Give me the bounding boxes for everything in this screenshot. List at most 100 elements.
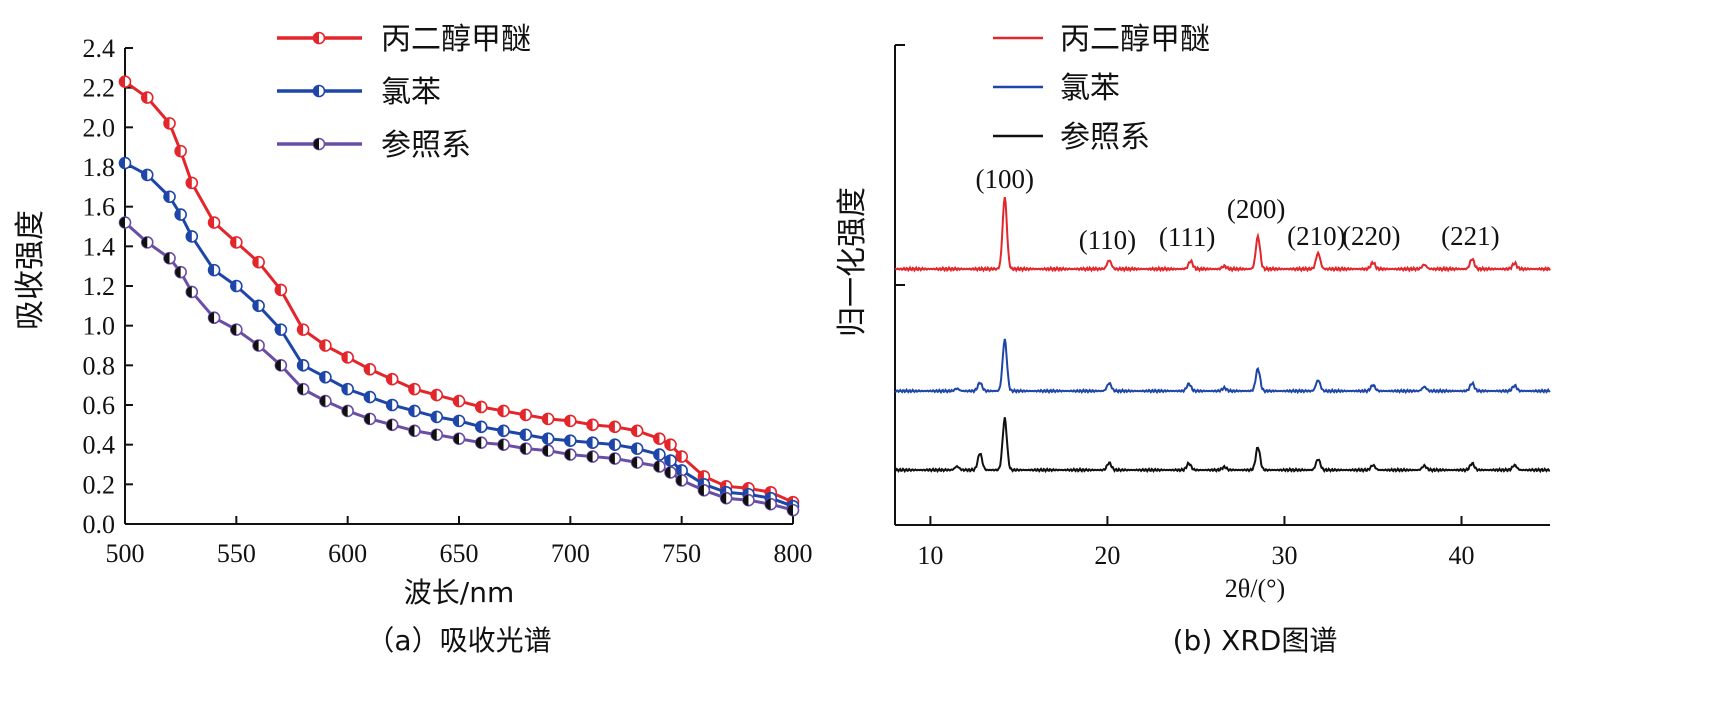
absorption-data-point-fill <box>230 236 237 248</box>
absorption-data-point-fill <box>275 324 281 336</box>
xrd-caption: (b) XRD图谱 <box>1173 624 1338 657</box>
xrd-peak-label: (221) <box>1441 221 1499 251</box>
xrd-peak-label: (111) <box>1159 222 1215 252</box>
xrd-peak-label: (110) <box>1079 225 1136 255</box>
absorption-y-tick-label: 0.0 <box>83 510 116 539</box>
absorption-data-point-fill <box>164 191 170 203</box>
absorption-y-tick-label: 1.8 <box>83 153 116 182</box>
absorption-y-tick-label: 0.8 <box>83 351 116 380</box>
absorption-data-point-fill <box>230 324 237 336</box>
absorption-data-point-fill <box>665 439 671 451</box>
absorption-data-point-fill <box>297 383 304 395</box>
absorption-data-point-fill <box>230 280 237 292</box>
absorption-data-point-fill <box>408 383 415 395</box>
xrd-series-line-3 <box>894 417 1551 474</box>
absorption-data-point-fill <box>787 504 793 516</box>
absorption-data-point-fill <box>453 415 459 427</box>
absorption-data-point-fill <box>676 464 682 476</box>
absorption-data-point-fill <box>164 117 170 129</box>
xrd-series-line-1 <box>894 196 1551 273</box>
xrd-series-group <box>894 196 1551 474</box>
xrd-panel: 10 20 30 40 (100)(110) (111)(200)(210)(220)(… <box>835 22 1551 657</box>
absorption-data-point-fill <box>542 433 549 445</box>
absorption-legend-label: 丙二醇甲醚 <box>381 22 531 57</box>
absorption-data-point-fill <box>431 411 437 423</box>
absorption-data-point-fill <box>364 391 370 403</box>
absorption-data-point-fill <box>319 371 326 383</box>
xrd-x-axis-label: 2θ/(°) <box>1225 574 1285 603</box>
absorption-legend-label: 参照系 <box>381 128 471 163</box>
absorption-data-point-fill <box>587 437 593 449</box>
absorption-data-point-fill <box>475 437 482 449</box>
absorption-data-point-fill <box>665 455 671 467</box>
absorption-x-tick-label: 750 <box>662 539 701 568</box>
absorption-series-line <box>124 161 794 508</box>
absorption-data-point-fill <box>364 363 370 375</box>
absorption-y-tick-label: 2.0 <box>83 113 116 142</box>
absorption-data-point-fill <box>408 405 415 417</box>
xrd-legend-label: 丙二醇甲醚 <box>1060 22 1210 57</box>
absorption-y-axis-label: 吸收强度 <box>13 210 48 330</box>
absorption-data-point-fill <box>319 395 326 407</box>
absorption-data-point-fill <box>275 359 281 371</box>
xrd-y-axis-label: 归一化强度 <box>835 187 870 337</box>
absorption-data-point-fill <box>175 209 181 221</box>
absorption-data-point-fill <box>141 236 148 248</box>
xrd-x-tick-label: 20 <box>1094 541 1120 570</box>
xrd-legend-label: 参照系 <box>1060 120 1150 155</box>
xrd-legend-label: 氯苯 <box>1060 71 1120 106</box>
absorption-data-point-fill <box>141 92 148 104</box>
absorption-legend-label: 氯苯 <box>381 75 441 110</box>
absorption-data-point-fill <box>253 300 259 312</box>
absorption-data-point-fill <box>164 252 170 264</box>
absorption-data-point-fill <box>676 474 682 486</box>
xrd-peak-label: (200) <box>1227 194 1285 224</box>
absorption-data-point-fill <box>564 449 571 461</box>
absorption-data-point-fill <box>631 425 638 437</box>
absorption-data-point-fill <box>520 429 526 441</box>
absorption-data-point-fill <box>609 421 615 433</box>
absorption-legend-marker-fill <box>313 32 319 44</box>
absorption-data-point-fill <box>431 389 437 401</box>
absorption-data-point-fill <box>453 395 459 407</box>
absorption-y-tick-label: 0.6 <box>83 391 116 420</box>
absorption-data-point-fill <box>208 264 215 276</box>
absorption-data-point-fill <box>720 492 727 504</box>
absorption-data-point-fill <box>119 76 125 88</box>
absorption-data-point-fill <box>297 324 304 336</box>
absorption-series-2 <box>118 156 800 513</box>
absorption-x-tick-label: 650 <box>440 539 479 568</box>
xrd-series-line-2 <box>894 338 1551 395</box>
absorption-data-point-fill <box>520 443 526 455</box>
absorption-data-point-fill <box>386 373 393 385</box>
absorption-data-point-fill <box>253 256 259 268</box>
absorption-data-point-fill <box>665 466 671 478</box>
absorption-axis-ticks: 500 550 600 650 700 750 800 0.0 0.2 0.4 0.6 0.8 1.0 1… <box>83 34 813 568</box>
xrd-peak-label: (220) <box>1342 221 1400 251</box>
absorption-data-point-fill <box>609 439 615 451</box>
absorption-data-point-fill <box>408 425 415 437</box>
xrd-x-tick-label: 10 <box>917 541 943 570</box>
absorption-data-point-fill <box>141 169 148 181</box>
absorption-data-point-fill <box>175 266 181 278</box>
absorption-data-point-fill <box>631 457 638 469</box>
absorption-y-tick-label: 2.2 <box>83 74 116 103</box>
absorption-data-point-fill <box>698 484 704 496</box>
absorption-data-point-fill <box>653 460 660 472</box>
absorption-data-point-fill <box>342 405 348 417</box>
absorption-x-tick-label: 500 <box>106 539 145 568</box>
absorption-data-point-fill <box>587 419 593 431</box>
absorption-data-point-fill <box>386 419 393 431</box>
absorption-data-point-fill <box>587 451 593 463</box>
absorption-data-point-fill <box>453 433 459 445</box>
absorption-data-point-fill <box>676 451 682 463</box>
absorption-x-tick-label: 600 <box>328 539 367 568</box>
absorption-x-tick-label: 700 <box>551 539 590 568</box>
absorption-x-tick-label: 550 <box>217 539 256 568</box>
absorption-data-point-fill <box>564 435 571 447</box>
absorption-y-tick-label: 2.4 <box>83 34 116 63</box>
absorption-data-point-fill <box>498 425 504 437</box>
absorption-data-point-fill <box>364 413 370 425</box>
